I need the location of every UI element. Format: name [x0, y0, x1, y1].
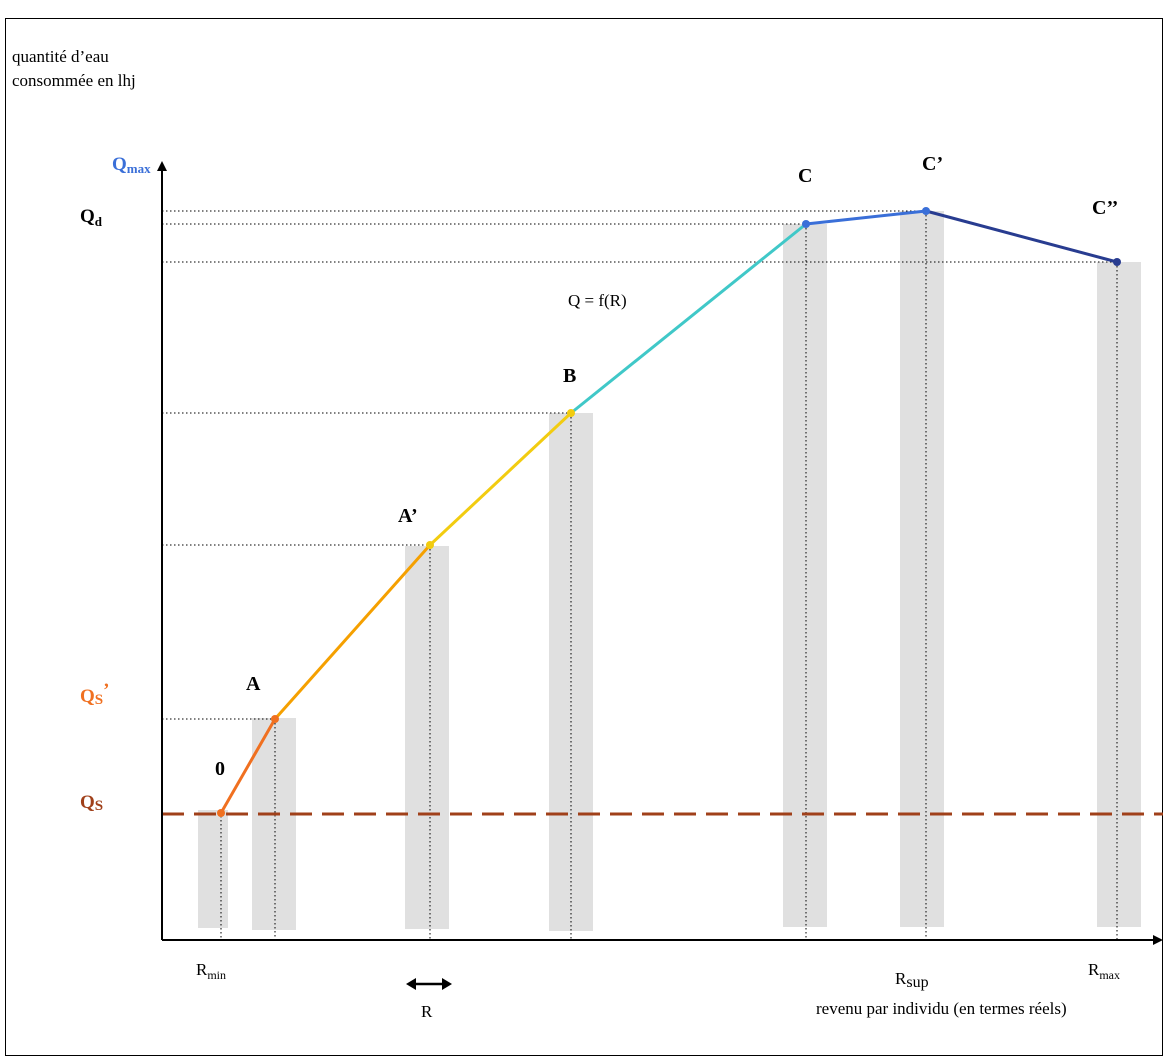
diagram-frame	[5, 18, 1163, 1056]
label-rmin: Rmin	[196, 960, 226, 982]
label-rmin-sub: min	[207, 968, 226, 982]
bar-b	[549, 413, 593, 931]
segment-o-a	[219, 717, 277, 815]
label-qs-sub: S	[95, 798, 103, 814]
label-qs: QS	[80, 792, 103, 814]
label-qs-prime: QS’	[80, 680, 109, 708]
label-rmax-main: R	[1088, 960, 1100, 979]
curve	[219, 209, 1119, 815]
segment-a-a-prime	[273, 543, 432, 721]
point-label-a: A	[246, 673, 261, 695]
label-qmax-main: Q	[112, 154, 127, 175]
label-qd: Qd	[80, 206, 103, 229]
label-qd-main: Q	[80, 206, 95, 227]
bar-a	[252, 718, 296, 930]
point-label-b: B	[563, 365, 576, 387]
label-qs-prime-main: Q	[80, 686, 95, 707]
point-label-o: 0	[215, 758, 225, 780]
point-o-marker	[217, 809, 225, 817]
label-rsup-main: R	[895, 969, 907, 988]
label-qs-main: Q	[80, 792, 95, 813]
label-rmax: Rmax	[1088, 960, 1120, 982]
segment-a-prime-b	[428, 411, 573, 547]
point-c-double-prime-marker	[1113, 258, 1121, 266]
label-qmax: Qmax	[112, 154, 151, 176]
bar-rmin	[198, 810, 228, 928]
label-rmin-main: R	[196, 960, 208, 979]
income-bars	[198, 211, 1141, 931]
label-rsup-sub: sup	[906, 974, 928, 991]
y-axis-title-line2: consommée en lhj	[12, 71, 136, 90]
bar-a-prime	[405, 546, 449, 929]
point-a-marker	[271, 715, 279, 723]
double-arrow-icon	[406, 978, 452, 990]
bar-c	[783, 224, 827, 927]
label-qmax-sub: max	[127, 161, 151, 176]
point-c-marker	[802, 220, 810, 228]
point-label-c-double-prime: C’’	[1092, 197, 1118, 219]
label-qs-prime-sub: S	[95, 692, 103, 708]
point-label-a-prime: A’	[398, 505, 418, 527]
bar-c-double-prime	[1097, 262, 1141, 927]
label-rsup: Rsup	[895, 969, 929, 991]
point-c-prime-marker	[922, 207, 930, 215]
segment-c-c-prime	[804, 209, 928, 226]
point-b-marker	[567, 409, 575, 417]
segment-b-c	[569, 222, 808, 415]
point-a-prime-marker	[426, 541, 434, 549]
point-label-c-prime: C’	[922, 153, 943, 175]
label-qd-sub: d	[95, 214, 103, 229]
label-delta-r: R	[421, 1002, 433, 1021]
curve-label: Q = f(R)	[568, 291, 627, 310]
y-axis-title-line1: quantité d’eau	[12, 47, 109, 66]
x-axis-title: revenu par individu (en termes réels)	[816, 999, 1067, 1018]
point-markers	[217, 207, 1121, 817]
point-label-c: C	[798, 165, 812, 187]
guide-lines	[162, 210, 1118, 940]
segment-c-prime-c-double-prime	[924, 209, 1119, 264]
label-qs-prime-mark: ’	[103, 680, 109, 701]
label-rmax-sub: max	[1099, 968, 1120, 982]
bar-c-prime	[900, 211, 944, 927]
